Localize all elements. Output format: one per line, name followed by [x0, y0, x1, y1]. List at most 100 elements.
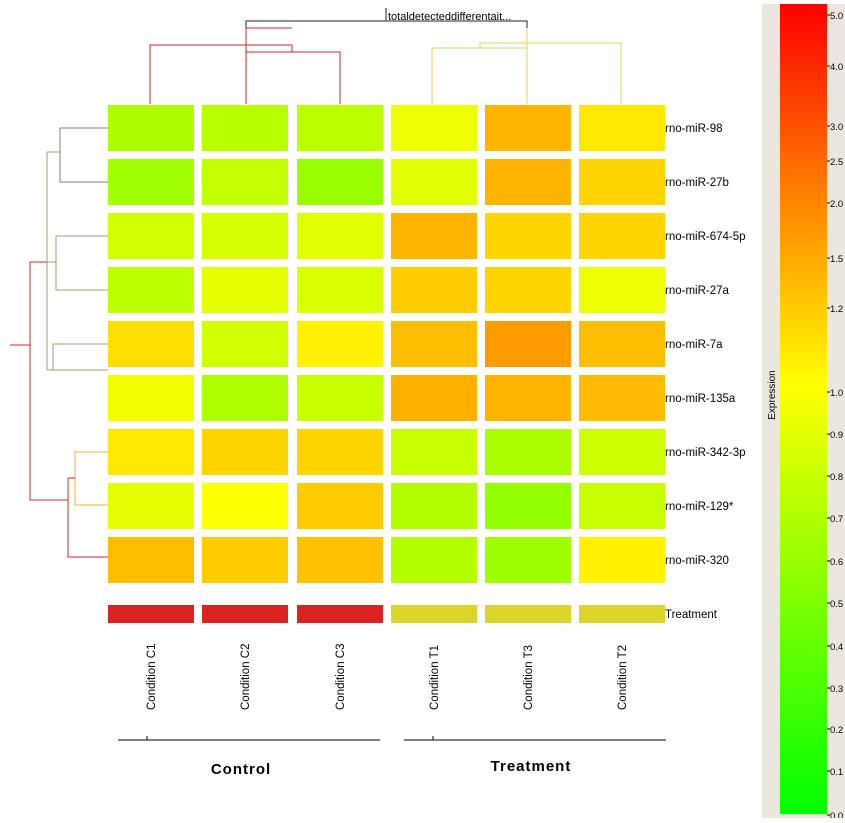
column-label: Condition C2: [240, 644, 252, 710]
heatmap-cell: [108, 483, 194, 529]
row-label: rno-miR-27b: [665, 177, 729, 189]
colorbar-panel: Expression 0.00.10.20.30.40.50.60.70.80.…: [762, 4, 845, 822]
colorbar-tick-label: 2.0: [830, 199, 843, 210]
row-label: rno-miR-674-5p: [665, 231, 746, 243]
heatmap-cell: [108, 429, 194, 475]
heatmap-cell: [391, 159, 477, 205]
colorbar-tick-label: 0.7: [830, 514, 843, 525]
heatmap-cell: [297, 105, 383, 151]
heatmap-cell: [202, 483, 288, 529]
row-dendrogram-lower-link: [74, 451, 108, 506]
heatmap-cell: [579, 105, 665, 151]
heatmap-cell: [297, 321, 383, 367]
row-labels: rno-miR-98 rno-miR-27b rno-miR-674-5p rno-m…: [665, 123, 746, 567]
row-label: rno-miR-98: [665, 123, 723, 135]
heatmap-cell: [485, 537, 571, 583]
heatmap-cell: [202, 159, 288, 205]
colorbar-tick-label: 2.5: [830, 157, 843, 168]
heatmap-cell: [485, 105, 571, 151]
colorbar-tick-label: 0.4: [830, 642, 843, 653]
column-labels: Condition C1 Condition C2 Condition C3 Cond…: [146, 644, 629, 710]
heatmap-cell: [485, 483, 571, 529]
column-dendrogram: [149, 8, 622, 104]
heatmap-cell: [485, 159, 571, 205]
heatmap-cell: [391, 321, 477, 367]
heatmap-cell: [485, 267, 571, 313]
row-label: rno-miR-129*: [665, 501, 734, 513]
heatmap-cell: [202, 429, 288, 475]
colorbar-tick-label: 1.0: [830, 388, 843, 399]
row-dendrogram-upper-link: [52, 343, 108, 370]
annotation-cell: [202, 605, 288, 623]
heatmap-cell: [108, 321, 194, 367]
group-label-treatment: Treatment: [491, 758, 572, 775]
heatmap-cell: [202, 537, 288, 583]
heatmap-cell: [108, 159, 194, 205]
column-label: Condition T3: [523, 645, 535, 710]
colorbar-tick-label: 1.2: [830, 304, 843, 315]
heatmap-cell: [391, 537, 477, 583]
heatmap-cell: [297, 159, 383, 205]
heatmap-cell: [202, 105, 288, 151]
annotation-cell: [297, 605, 383, 623]
group-label-control: Control: [211, 761, 271, 778]
row-dendrogram: [10, 127, 108, 558]
heatmap-cell: [202, 213, 288, 259]
row-label: rno-miR-7a: [665, 339, 723, 351]
heatmap-cell: [297, 375, 383, 421]
heatmap-cell: [579, 537, 665, 583]
heatmap-cell: [579, 321, 665, 367]
row-label: rno-miR-342-3p: [665, 447, 746, 459]
row-label: rno-miR-320: [665, 555, 729, 567]
column-label: Condition T1: [429, 645, 441, 710]
column-dendrogram-control-link: [149, 44, 293, 104]
annotation-cell: [485, 605, 571, 623]
colorbar-tick-label: 3.0: [830, 122, 843, 133]
annotation-cell: [108, 605, 194, 623]
row-dendrogram-upper-link: [46, 152, 108, 371]
colorbar-tick-label: 1.5: [830, 254, 843, 265]
heatmap-cell: [579, 429, 665, 475]
colorbar-tick-label: 0.0: [830, 811, 843, 818]
heatmap-cell: [485, 213, 571, 259]
annotation-cell: [579, 605, 665, 623]
row-dendrogram-upper-link: [59, 127, 108, 183]
heatmap-cell: [579, 375, 665, 421]
heatmap-cell: [391, 375, 477, 421]
colorbar-ticks: 0.0 0.1 0.2 0.3 0.4 0.5 0.6 0.7 0.8 0.9 1.0 1.2 1.5 2…: [827, 11, 843, 822]
heatmap-cell: [485, 321, 571, 367]
colorbar-tick-label: 4.0: [830, 62, 843, 73]
colorbar-tick-label: 0.3: [830, 684, 843, 695]
colorbar-tick-label: 0.9: [830, 430, 843, 441]
column-dendrogram-treatment-link: [431, 28, 528, 104]
heatmap-cell: [108, 267, 194, 313]
chart-title: totaldetecteddifferentait...: [388, 11, 511, 23]
row-label: rno-miR-27a: [665, 285, 730, 297]
row-dendrogram-lower-link: [67, 478, 108, 558]
annotation-cell: [391, 605, 477, 623]
column-dendrogram-treatment-link: [479, 42, 622, 104]
row-dendrogram-upper-link: [55, 235, 108, 291]
column-label: Condition T2: [617, 645, 629, 710]
heatmap-cell: [297, 267, 383, 313]
colorbar-tick-label: 5.0: [830, 11, 843, 22]
heatmap-cell: [297, 483, 383, 529]
heatmap-cell: [579, 267, 665, 313]
heatmap-cell: [391, 213, 477, 259]
heatmap-cell: [297, 213, 383, 259]
column-dendrogram-control-link: [245, 51, 341, 104]
heatmap-cell: [579, 159, 665, 205]
heatmap-cell: [391, 429, 477, 475]
column-dendrogram-control-link: [245, 27, 292, 52]
colorbar-tick-label: 0.2: [830, 725, 843, 736]
heatmap-cell: [108, 537, 194, 583]
column-label: Condition C1: [146, 644, 158, 710]
heatmap-cell: [108, 105, 194, 151]
heatmap-cell: [297, 429, 383, 475]
treatment-annotation-bar: [108, 605, 665, 623]
heatmap-cell: [202, 267, 288, 313]
heatmap-cell: [579, 483, 665, 529]
annotation-label: Treatment: [665, 609, 718, 621]
heatmap-cell: [297, 537, 383, 583]
heatmap-cells: [108, 105, 665, 583]
